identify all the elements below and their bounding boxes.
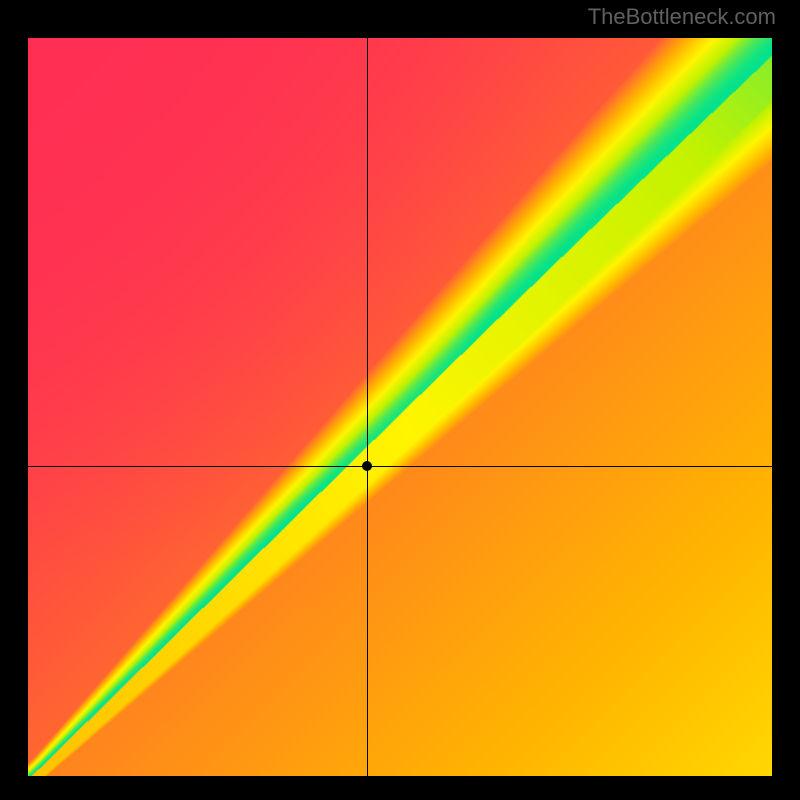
selection-marker — [362, 461, 372, 471]
bottleneck-heatmap — [28, 38, 772, 776]
crosshair-vertical — [367, 38, 368, 776]
watermark-text: TheBottleneck.com — [588, 4, 776, 30]
crosshair-horizontal — [28, 466, 772, 467]
heatmap-canvas — [28, 38, 772, 776]
